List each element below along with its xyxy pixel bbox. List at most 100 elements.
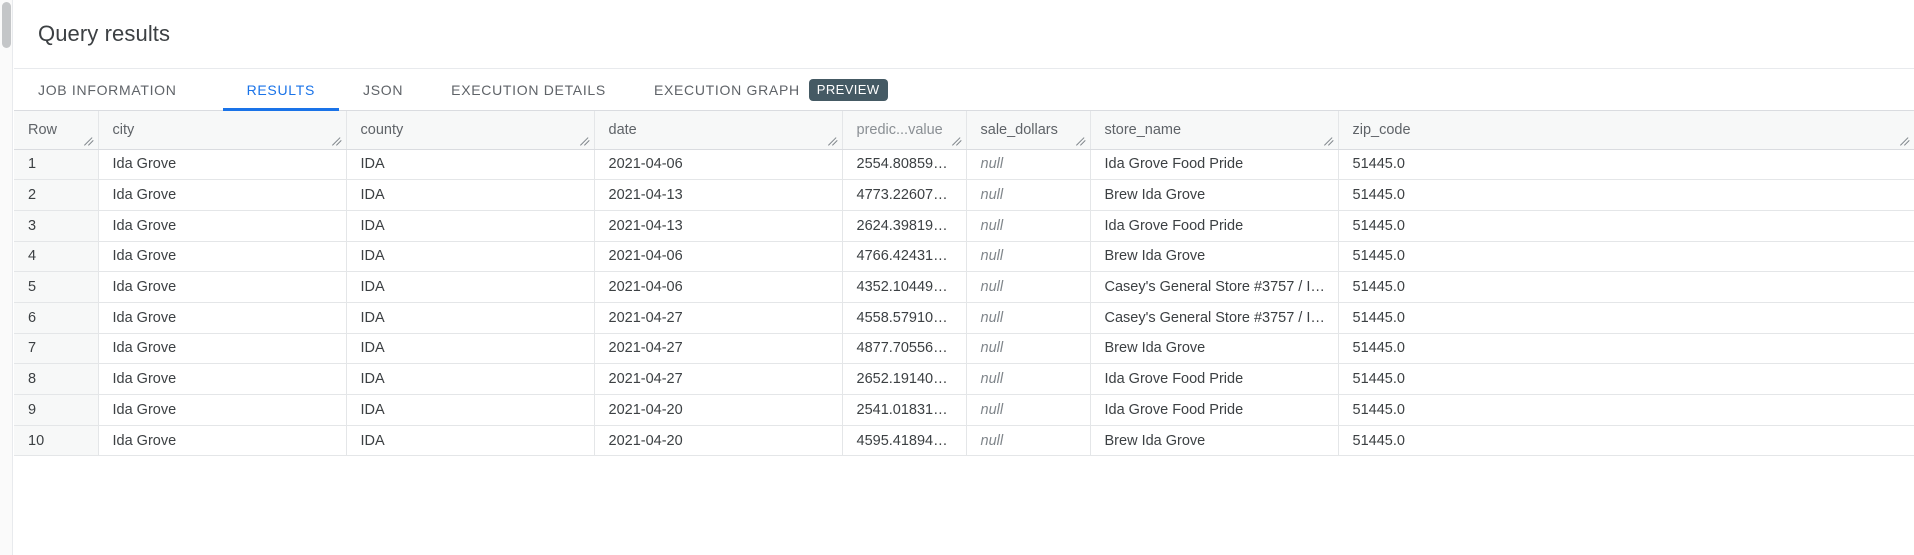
cell-county: IDA (346, 363, 595, 395)
panel-body: Query results JOB INFORMATION RESULTS JSON… (14, 0, 1914, 555)
tab-label: JSON (363, 81, 404, 98)
table-header: Row city county date predic...value sale_doll… (14, 111, 1914, 150)
cell-predicted: 4773.22607… (842, 179, 967, 211)
tab-json[interactable]: JSON (339, 69, 427, 110)
column-resize-grip-icon[interactable] (579, 135, 591, 147)
cell-zip-code: 51445.0 (1338, 302, 1914, 334)
table-row[interactable]: 3 Ida Grove IDA 2021-04-13 2624.39819… null Id… (14, 210, 1914, 242)
cell-zip-code: 51445.0 (1338, 271, 1914, 303)
cell-date: 2021-04-13 (594, 179, 843, 211)
cell-county: IDA (346, 271, 595, 303)
cell-county: IDA (346, 210, 595, 242)
column-resize-grip-icon[interactable] (1323, 135, 1335, 147)
table-row[interactable]: 8 Ida Grove IDA 2021-04-27 2652.19140… null Id… (14, 363, 1914, 395)
cell-store-name: Ida Grove Food Pride (1090, 363, 1339, 395)
cell-county: IDA (346, 241, 595, 273)
table-row[interactable]: 1 Ida Grove IDA 2021-04-06 2554.80859… null Id… (14, 149, 1914, 181)
column-resize-grip-icon[interactable] (331, 135, 343, 147)
page-vertical-scrollbar[interactable] (0, 0, 13, 555)
cell-city: Ida Grove (98, 271, 347, 303)
column-resize-grip-icon[interactable] (1075, 135, 1087, 147)
cell-predicted: 2554.80859… (842, 149, 967, 181)
cell-county: IDA (346, 302, 595, 334)
cell-date: 2021-04-20 (594, 425, 843, 457)
table-row[interactable]: 10 Ida Grove IDA 2021-04-20 4595.41894… null B… (14, 425, 1914, 457)
column-header-city[interactable]: city (98, 111, 347, 150)
table-row[interactable]: 4 Ida Grove IDA 2021-04-06 4766.42431… null Br… (14, 241, 1914, 273)
cell-sale: null (966, 210, 1091, 242)
cell-predicted: 4595.41894… (842, 425, 967, 457)
cell-city: Ida Grove (98, 394, 347, 426)
tab-results[interactable]: RESULTS (222, 69, 340, 111)
cell-county: IDA (346, 333, 595, 365)
column-header-store-name[interactable]: store_name (1090, 111, 1339, 150)
tab-label: JOB INFORMATION (38, 81, 177, 98)
column-header-county[interactable]: county (346, 111, 595, 150)
column-header-label: date (608, 121, 637, 138)
table-row[interactable]: 6 Ida Grove IDA 2021-04-27 4558.57910… null Ca… (14, 302, 1914, 334)
column-header-zip-code[interactable]: zip_code (1338, 111, 1914, 150)
cell-city: Ida Grove (98, 210, 347, 242)
cell-city: Ida Grove (98, 241, 347, 273)
column-header-sale[interactable]: sale_dollars (966, 111, 1091, 150)
cell-date: 2021-04-13 (594, 210, 843, 242)
cell-predicted: 2541.01831… (842, 394, 967, 426)
cell-sale: null (966, 425, 1091, 457)
cell-date: 2021-04-20 (594, 394, 843, 426)
cell-county: IDA (346, 425, 595, 457)
cell-row: 8 (14, 363, 99, 395)
cell-date: 2021-04-27 (594, 302, 843, 334)
cell-predicted: 4352.10449… (842, 271, 967, 303)
cell-row: 7 (14, 333, 99, 365)
cell-county: IDA (346, 179, 595, 211)
cell-county: IDA (346, 149, 595, 181)
table-row[interactable]: 7 Ida Grove IDA 2021-04-27 4877.70556… null Br… (14, 333, 1914, 365)
column-resize-grip-icon[interactable] (951, 135, 963, 147)
table-header-row: Row city county date predic...value sale_doll… (14, 111, 1914, 150)
tab-bar: JOB INFORMATION RESULTS JSON EXECUTION DETA… (14, 68, 1914, 111)
column-header-row[interactable]: Row (14, 111, 99, 150)
preview-badge: PREVIEW (808, 78, 888, 101)
cell-city: Ida Grove (98, 425, 347, 457)
cell-store-name: Casey's General Store #3757 / I… (1090, 271, 1339, 303)
tab-execution-graph[interactable]: EXECUTION GRAPH PREVIEW (630, 69, 912, 110)
column-header-label: sale_dollars (980, 121, 1058, 138)
column-resize-grip-icon[interactable] (83, 135, 95, 147)
cell-zip-code: 51445.0 (1338, 363, 1914, 395)
cell-row: 1 (14, 149, 99, 181)
column-header-label: Row (28, 121, 58, 138)
table-row[interactable]: 5 Ida Grove IDA 2021-04-06 4352.10449… null Ca… (14, 271, 1914, 303)
cell-sale: null (966, 179, 1091, 211)
cell-sale: null (966, 241, 1091, 273)
cell-store-name: Brew Ida Grove (1090, 425, 1339, 457)
column-header-label: city (112, 121, 135, 138)
cell-sale: null (966, 149, 1091, 181)
page-title: Query results (38, 21, 171, 46)
column-header-label: county (360, 121, 404, 138)
cell-store-name: Ida Grove Food Pride (1090, 149, 1339, 181)
cell-sale: null (966, 302, 1091, 334)
cell-row: 2 (14, 179, 99, 211)
tab-label: RESULTS (246, 81, 316, 98)
scrollbar-thumb[interactable] (2, 2, 11, 48)
cell-county: IDA (346, 394, 595, 426)
cell-sale: null (966, 394, 1091, 426)
cell-store-name: Casey's General Store #3757 / I… (1090, 302, 1339, 334)
column-header-predicted[interactable]: predic...value (842, 111, 967, 150)
cell-store-name: Ida Grove Food Pride (1090, 210, 1339, 242)
table-row[interactable]: 9 Ida Grove IDA 2021-04-20 2541.01831… null Id… (14, 394, 1914, 426)
column-resize-grip-icon[interactable] (827, 135, 839, 147)
column-header-date[interactable]: date (594, 111, 843, 150)
results-table-container[interactable]: Row city county date predic...value sale_doll… (14, 111, 1914, 555)
cell-date: 2021-04-06 (594, 241, 843, 273)
table-body: 1 Ida Grove IDA 2021-04-06 2554.80859… null Id… (14, 149, 1914, 457)
cell-zip-code: 51445.0 (1338, 149, 1914, 181)
column-resize-grip-icon[interactable] (1899, 135, 1911, 147)
cell-city: Ida Grove (98, 363, 347, 395)
cell-date: 2021-04-27 (594, 363, 843, 395)
tab-execution-details[interactable]: EXECUTION DETAILS (427, 69, 630, 110)
tab-job-information[interactable]: JOB INFORMATION (38, 69, 201, 110)
table-row[interactable]: 2 Ida Grove IDA 2021-04-13 4773.22607… null Br… (14, 179, 1914, 211)
cell-zip-code: 51445.0 (1338, 179, 1914, 211)
